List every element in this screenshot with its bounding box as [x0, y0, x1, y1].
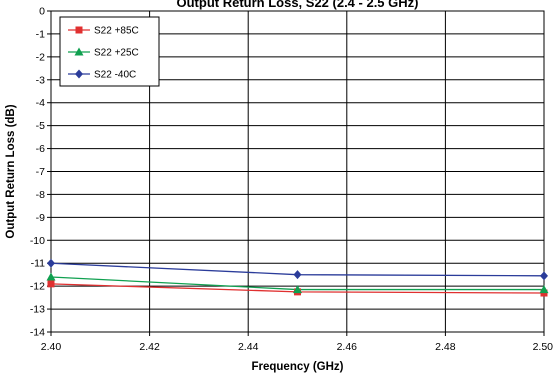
data-point	[47, 258, 55, 268]
y-tick-label: -12	[30, 281, 45, 293]
x-axis-title: Frequency (GHz)	[251, 361, 343, 373]
y-tick-label: -14	[30, 327, 45, 339]
x-tick-label: 2.48	[435, 341, 456, 353]
y-tick-label: -9	[36, 212, 45, 224]
y-tick-label: -1	[36, 28, 45, 40]
y-tick-label: -8	[36, 189, 45, 201]
y-tick-label: -11	[31, 258, 46, 270]
series-markers-2	[47, 258, 548, 281]
y-tick-label: -6	[36, 143, 45, 155]
data-point	[47, 280, 55, 288]
data-point	[293, 270, 302, 280]
series-markers-1	[46, 272, 549, 294]
legend: S22 +85C S22 +25C S22 -40C	[59, 16, 160, 87]
y-tick-label: -5	[36, 120, 45, 132]
x-tick-label: 2.50	[533, 341, 554, 353]
data-point	[46, 272, 56, 281]
y-tick-label: -4	[36, 97, 45, 109]
x-axis-tick-labels: 2.40 2.42 2.44 2.46 2.48 2.50	[41, 332, 553, 353]
y-tick-label: -13	[30, 304, 45, 316]
data-point	[293, 285, 302, 294]
y-tick-label: 0	[39, 6, 45, 18]
legend-label: S22 +25C	[94, 48, 139, 59]
x-tick-label: 2.44	[238, 341, 259, 353]
x-tick-label: 2.40	[41, 341, 62, 353]
legend-swatch-marker	[75, 69, 83, 79]
legend-swatch-marker	[75, 26, 83, 34]
data-point	[539, 285, 549, 294]
y-tick-label: -7	[36, 166, 45, 178]
y-axis-title: Output Return Loss (dB)	[5, 104, 17, 238]
legend-item: S22 +85C	[68, 26, 139, 37]
y-axis-tick-labels: 0 -1 -2 -3 -4 -5 -6 -7 -8 -9 -10 -11 -12 -13 -14	[30, 6, 51, 339]
legend-label: S22 -40C	[94, 70, 136, 81]
chart-title: Output Return Loss, S22 (2.4 - 2.5 GHz)	[177, 0, 419, 10]
x-tick-label: 2.46	[337, 341, 358, 353]
legend-item: S22 +25C	[68, 47, 139, 59]
series-layer	[46, 258, 549, 297]
y-tick-label: -3	[36, 74, 45, 86]
legend-item: S22 -40C	[68, 69, 136, 81]
x-tick-label: 2.42	[139, 341, 160, 353]
legend-swatch-marker	[74, 47, 84, 56]
y-tick-label: -2	[36, 51, 45, 63]
data-point	[540, 271, 548, 281]
legend-label: S22 +85C	[94, 26, 139, 37]
y-tick-label: -10	[30, 235, 45, 247]
